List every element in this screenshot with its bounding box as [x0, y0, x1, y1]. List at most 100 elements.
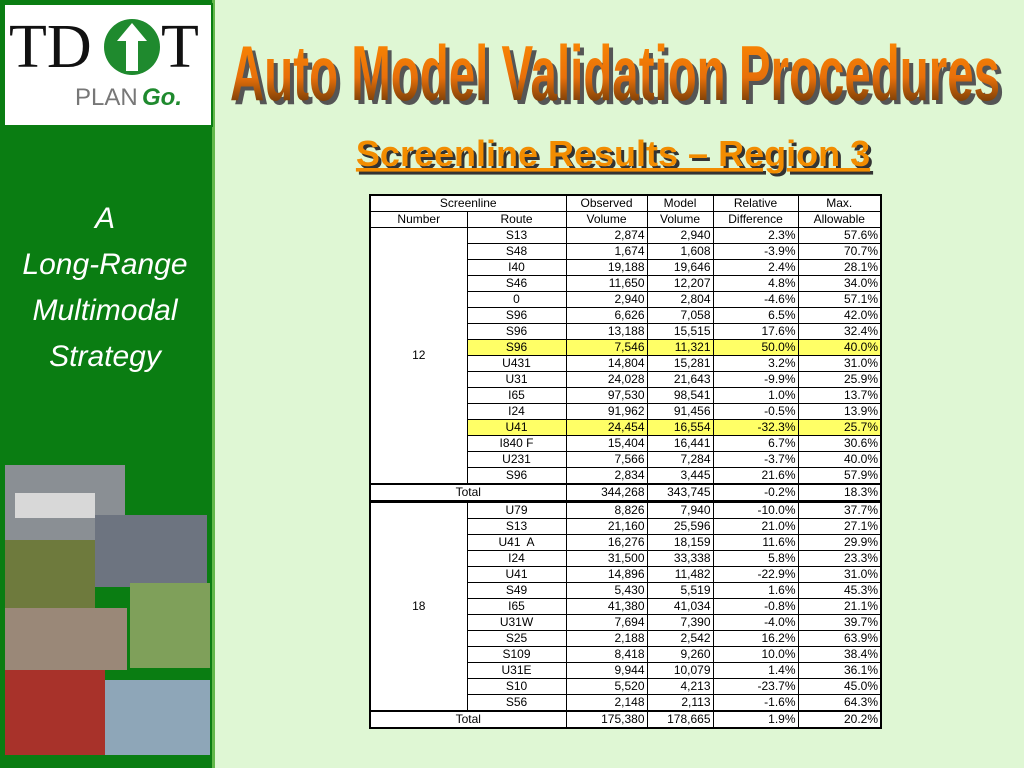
cell: 7,546 [565, 339, 648, 356]
cell: 2,148 [565, 694, 648, 712]
cell: 2,804 [646, 291, 714, 308]
cell: 42.0% [797, 307, 882, 324]
cell: 45.3% [797, 582, 882, 599]
total-cell: -0.2% [712, 483, 799, 502]
total-cell: 178,665 [646, 710, 714, 729]
cell: 40.0% [797, 451, 882, 468]
cell: 16,554 [646, 419, 714, 436]
cell: 64.3% [797, 694, 882, 712]
cell: 63.9% [797, 630, 882, 647]
cell: 34.0% [797, 275, 882, 292]
cell: 6,626 [565, 307, 648, 324]
cell: 1.0% [712, 387, 799, 404]
cell: 24,028 [565, 371, 648, 388]
sidebar-line: A [94, 202, 115, 235]
header-cell: Model [646, 194, 714, 212]
cell: U41 A [466, 534, 567, 551]
sidebar-line: Strategy [49, 340, 161, 373]
logo-left: TD [9, 13, 92, 81]
total-label: Total [369, 483, 567, 502]
cell: 15,515 [646, 323, 714, 340]
total-row: Total 344,268 343,745 -0.2% 18.3% [369, 483, 882, 502]
cell: 39.7% [797, 614, 882, 631]
cell: 8,418 [565, 646, 648, 663]
cell: 91,962 [565, 403, 648, 420]
cell: S13 [466, 518, 567, 535]
cell: 1,674 [565, 243, 648, 260]
cell: 21,643 [646, 371, 714, 388]
cell: 2,874 [565, 227, 648, 244]
data-row: S13 21,160 25,596 21.0% 27.1% [370, 518, 882, 535]
cell: 21.1% [797, 598, 882, 615]
cell: -10.0% [712, 500, 799, 519]
cell: -1.6% [712, 694, 799, 712]
cell: 8,826 [565, 500, 648, 519]
cell: 5.8% [712, 550, 799, 567]
cell: 30.6% [797, 435, 882, 452]
cell: 13,188 [565, 323, 648, 340]
data-row: S25 2,188 2,542 16.2% 63.9% [370, 630, 882, 647]
cell: -9.9% [712, 371, 799, 388]
cell: S25 [466, 630, 567, 647]
cell: 7,694 [565, 614, 648, 631]
cell: 11,650 [565, 275, 648, 292]
logo-plan: PLAN [75, 84, 138, 111]
cell: 28.1% [797, 259, 882, 276]
header-cell: Observed [565, 194, 648, 212]
cell: S49 [466, 582, 567, 599]
logo-right: T [161, 13, 199, 81]
cell: 2.4% [712, 259, 799, 276]
cell: S109 [466, 646, 567, 663]
cell: -3.7% [712, 451, 799, 468]
cell: 6.5% [712, 307, 799, 324]
header-row: Number Route Volume Volume Difference Allowab… [369, 211, 882, 228]
total-cell: 1.9% [712, 710, 799, 729]
cell: 5,520 [565, 678, 648, 695]
cell: 17.6% [712, 323, 799, 340]
cell: S56 [466, 694, 567, 712]
sidebar: TD T PLAN Go. A Long-Range Multimodal Strat… [0, 0, 215, 768]
cell: 24,454 [565, 419, 648, 436]
cell: 31.0% [797, 355, 882, 372]
cell: 11.6% [712, 534, 799, 551]
total-cell: 175,380 [565, 710, 648, 729]
total-cell: 20.2% [797, 710, 882, 729]
cell: 14,804 [565, 355, 648, 372]
cell: 1,608 [646, 243, 714, 260]
cell: -0.8% [712, 598, 799, 615]
cell: 16.2% [712, 630, 799, 647]
photo [5, 670, 105, 755]
photo [15, 493, 95, 518]
cell: 4,213 [646, 678, 714, 695]
cell: 13.7% [797, 387, 882, 404]
data-row: U41 A 16,276 18,159 11.6% 29.9% [370, 534, 882, 551]
cell: 21.0% [712, 518, 799, 535]
cell: I65 [466, 387, 567, 404]
cell: 10,079 [646, 662, 714, 679]
logo-go: Go. [142, 84, 182, 111]
cell: 31.0% [797, 566, 882, 583]
cell: U41 [466, 566, 567, 583]
photo [130, 583, 210, 668]
cell: 14,896 [565, 566, 648, 583]
header-cell: Difference [712, 211, 799, 228]
cell: -4.6% [712, 291, 799, 308]
cell: 50.0% [712, 339, 799, 356]
data-row: S46 11,650 12,207 4.8% 34.0% [370, 275, 882, 292]
total-cell: 344,268 [565, 483, 648, 502]
cell: 38.4% [797, 646, 882, 663]
heading: Auto Model Validation Procedures Auto Mo… [230, 29, 1004, 177]
total-label: Total [369, 710, 567, 729]
header-cell: Screenline [369, 194, 567, 212]
data-row: I24 91,962 91,456 -0.5% 13.9% [370, 403, 882, 420]
cell: U31E [466, 662, 567, 679]
cell: 11,482 [646, 566, 714, 583]
photo [5, 608, 127, 670]
logo-arrow [117, 23, 147, 71]
sidebar-text: A Long-Range Multimodal Strategy [0, 196, 210, 380]
group-number: 12 [369, 227, 468, 485]
cell: U31W [466, 614, 567, 631]
data-row: I65 41,380 41,034 -0.8% 21.1% [370, 598, 882, 615]
cell: 33,338 [646, 550, 714, 567]
photo [5, 540, 95, 608]
